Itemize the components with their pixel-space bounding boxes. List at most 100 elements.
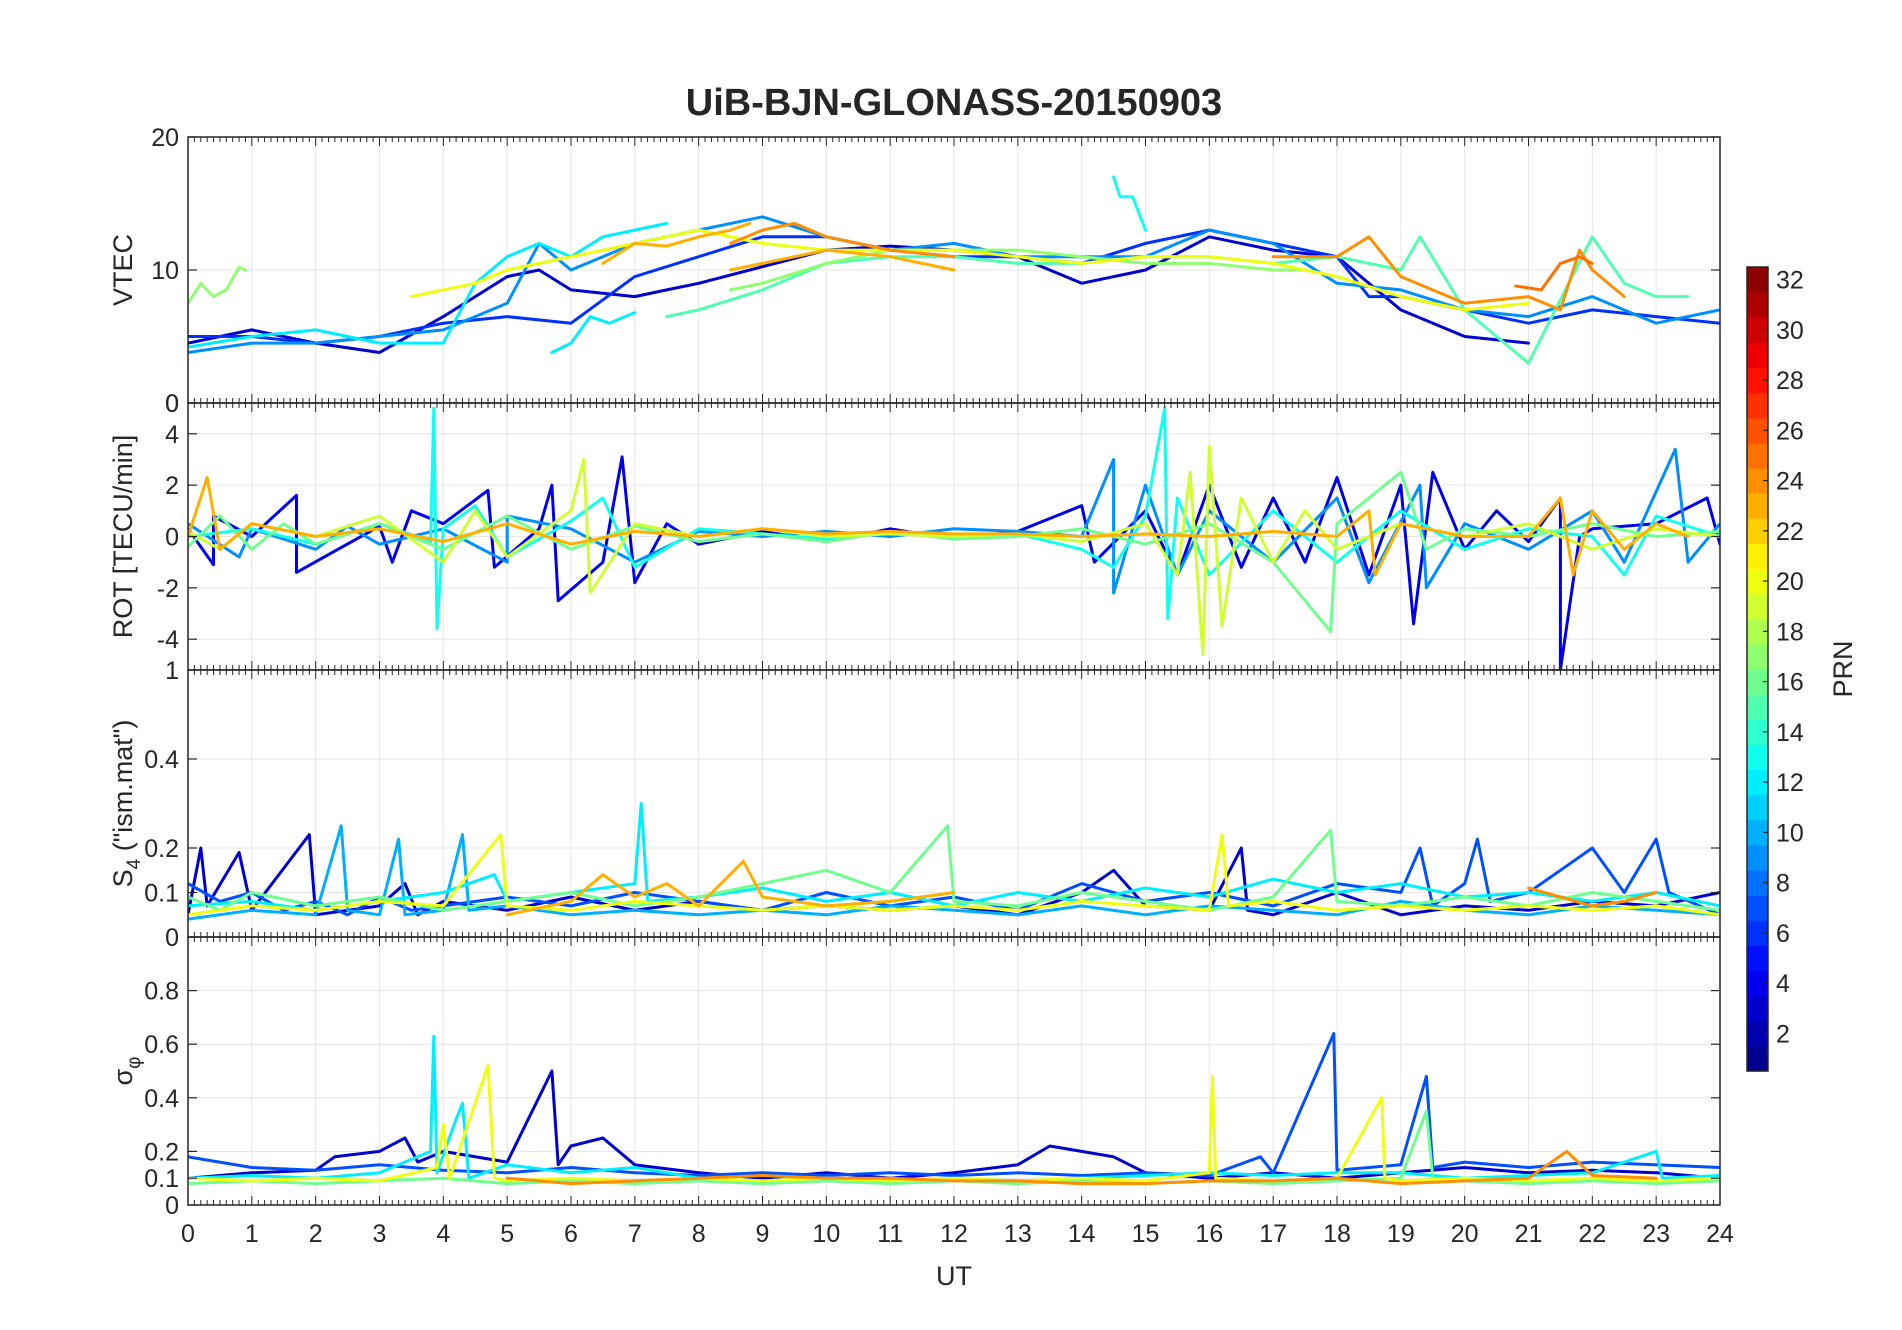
y-tick-label: 0.1 — [144, 880, 179, 908]
panel-traces — [188, 1032, 1720, 1186]
panel-traces — [188, 175, 1720, 365]
colorbar-swatch — [1747, 618, 1768, 645]
colorbar-tick-label: 20 — [1776, 568, 1804, 596]
y-tick-label: 4 — [165, 421, 179, 449]
colorbar-swatch — [1747, 518, 1768, 544]
series-line-prn-20 — [188, 833, 1720, 917]
colorbar-swatch — [1747, 844, 1768, 871]
x-tick-label: 1 — [245, 1220, 259, 1248]
colorbar-swatch — [1747, 945, 1768, 972]
colorbar-swatch — [1747, 794, 1768, 821]
y-tick-label: 0 — [165, 924, 179, 952]
x-tick-label: 23 — [1642, 1220, 1670, 1248]
colorbar-tick-label: 24 — [1776, 468, 1804, 496]
y-axis-label: ROT [TECU/min] — [108, 435, 138, 639]
y-tick-label: 0 — [165, 390, 179, 418]
series-line-prn-24 — [729, 221, 956, 259]
series-line-prn-17 — [729, 248, 1307, 292]
colorbar-tick-label: 10 — [1776, 819, 1804, 847]
y-tick-label: 0.1 — [144, 1165, 179, 1193]
x-tick-label: 4 — [436, 1220, 450, 1248]
x-tick-label: 24 — [1706, 1220, 1734, 1248]
x-tick-label: 19 — [1387, 1220, 1415, 1248]
colorbar-swatch — [1747, 342, 1768, 369]
colorbar-swatch — [1747, 317, 1768, 343]
y-tick-label: -2 — [157, 575, 179, 603]
colorbar-swatch — [1747, 694, 1768, 720]
x-tick-label: 5 — [500, 1220, 514, 1248]
colorbar-frame — [1746, 266, 1769, 1072]
series-line-prn-12 — [188, 221, 669, 349]
panel-vtec: 0 10 20 VTEC — [108, 124, 1721, 418]
colorbar-tick-label: 2 — [1776, 1020, 1790, 1048]
colorbar-swatch — [1747, 920, 1768, 946]
y-tick-label: 0.8 — [144, 978, 179, 1006]
y-tick-label: 0 — [165, 524, 179, 552]
x-axis-label: UT — [936, 1261, 972, 1291]
colorbar-swatch — [1747, 769, 1768, 796]
series-line-prn-12 — [550, 311, 637, 354]
chart-title: UiB-BJN-GLONASS-20150903 — [686, 82, 1222, 124]
panel-rot: -4 -2 0 2 4 0 ROT [TECU/min] — [108, 390, 1721, 671]
y-tick-label: 2 — [165, 472, 179, 500]
x-tick-label: 12 — [940, 1220, 968, 1248]
colorbar-swatch — [1747, 568, 1768, 595]
x-tick-label: 15 — [1132, 1220, 1160, 1248]
x-tick-label: 9 — [756, 1220, 770, 1248]
series-line-prn-25 — [1514, 255, 1594, 292]
y-tick-label-top: 1 — [165, 657, 179, 685]
colorbar-swatch — [1747, 267, 1768, 293]
colorbar-swatch — [1747, 543, 1768, 570]
x-tick-label: 11 — [877, 1220, 903, 1248]
colorbar-swatch — [1747, 292, 1768, 318]
colorbar-tick-label: 12 — [1776, 769, 1804, 797]
x-tick-label: 20 — [1451, 1220, 1479, 1248]
series-line-prn-12 — [188, 802, 1720, 912]
x-tick-label: 14 — [1068, 1220, 1096, 1248]
series-line-prn-20 — [409, 228, 1530, 312]
colorbar-label: PRN — [1828, 640, 1858, 697]
y-tick-label: 0.2 — [144, 835, 179, 863]
colorbar-swatch — [1747, 442, 1768, 469]
colorbar-swatch — [1747, 1045, 1768, 1072]
colorbar-tick-label: 32 — [1776, 267, 1804, 295]
colorbar-swatch — [1747, 392, 1768, 419]
series-line-prn-23 — [505, 859, 956, 917]
colorbar-swatch — [1747, 468, 1768, 494]
colorbar-tick-label: 4 — [1776, 970, 1790, 998]
colorbar-tick-label: 28 — [1776, 367, 1804, 395]
colorbar-swatch — [1747, 995, 1768, 1022]
y-tick-label: 0.4 — [144, 1085, 179, 1113]
x-tick-label: 16 — [1195, 1220, 1223, 1248]
y-axis-label-rest: ("ism.mat") — [108, 720, 138, 859]
x-tick-label: 6 — [564, 1220, 578, 1248]
colorbar-tick-label: 30 — [1776, 317, 1804, 345]
x-tick-label: 17 — [1259, 1220, 1287, 1248]
series-line-prn-23 — [729, 248, 956, 272]
series-line-prn-17 — [188, 265, 247, 305]
colorbar-tick-label: 18 — [1776, 618, 1804, 646]
colorbar-swatch — [1747, 870, 1768, 896]
colorbar-tick-label: 14 — [1776, 719, 1804, 747]
x-tick-label: 7 — [628, 1220, 642, 1248]
y-tick-label-top: 0 — [165, 390, 179, 418]
colorbar-tick-label: 6 — [1776, 920, 1790, 948]
colorbar-tick-label: 22 — [1776, 518, 1804, 546]
y-tick-label: 0.2 — [144, 1138, 179, 1166]
colorbar-swatch — [1747, 744, 1768, 771]
y-tick-label: 0 — [165, 1192, 179, 1220]
y-axis-label-main: σ — [108, 1069, 138, 1086]
panel-s4: 0 0.1 0.2 0.4 1 S4 ("ism.mat") — [108, 657, 1721, 952]
panel-traces — [188, 406, 1720, 670]
series-line-prn-23 — [601, 221, 752, 265]
y-axis-label-sub: 4 — [124, 858, 145, 869]
x-tick-label: 0 — [181, 1220, 195, 1248]
y-tick-label: 0.6 — [144, 1031, 179, 1059]
colorbar-tick-label: 26 — [1776, 417, 1804, 445]
x-tick-label: 21 — [1515, 1220, 1543, 1248]
x-tick-label: 10 — [812, 1220, 840, 1248]
series-line-prn-20 — [188, 1064, 1720, 1183]
series-line-prn-23 — [188, 476, 1690, 577]
colorbar-tick-label: 8 — [1776, 870, 1790, 898]
